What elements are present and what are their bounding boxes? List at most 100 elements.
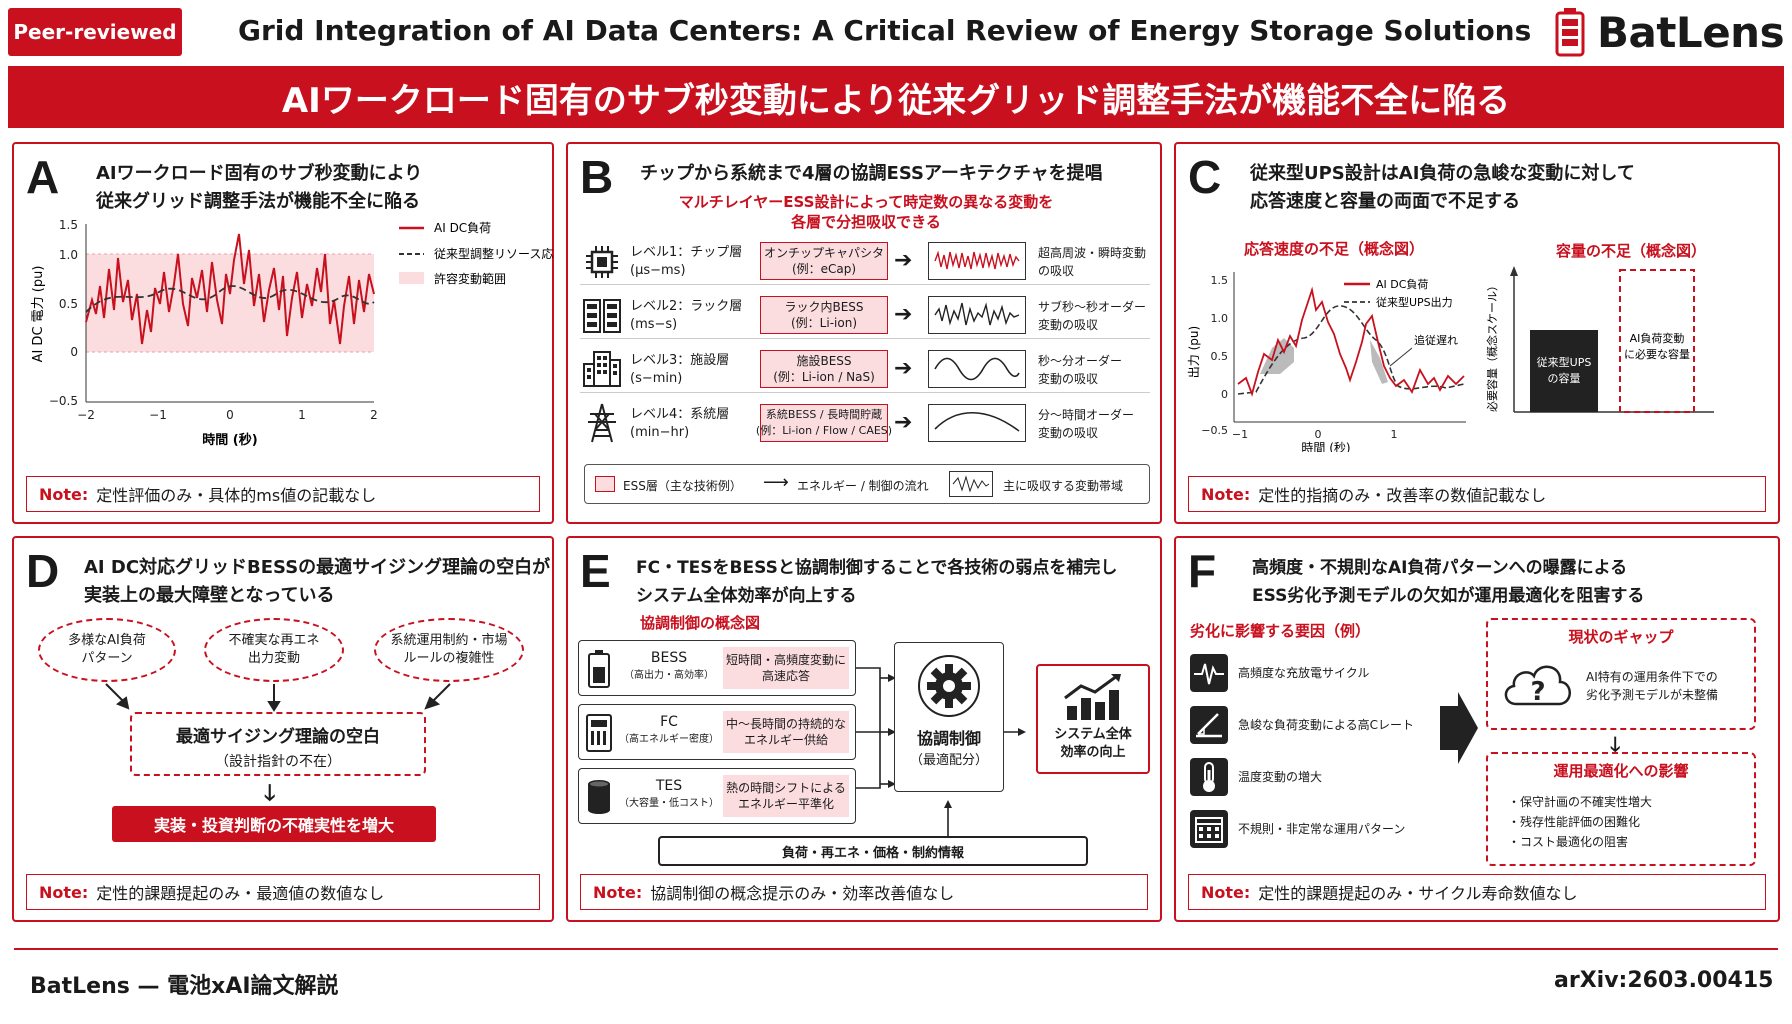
subheading: 劣化に影響する要因（例） <box>1190 622 1371 640</box>
bar-label: に必要な容量 <box>1624 347 1690 361</box>
fuel-cell-icon <box>586 714 612 752</box>
footer-divider <box>14 948 1778 950</box>
panel-title: 高頻度・不規則なAI負荷パターンへの曝露による ESS劣化予測モデルの欠如が運用最… <box>1252 558 1645 606</box>
subheading: 応答速度の不足（概念図） <box>1244 240 1425 258</box>
layer-row: レベル2：ラック層 (ms−s) ラック内BESS (例：Li-ion) ➔ サブ秒… <box>580 292 1150 338</box>
panel-label: D <box>26 545 60 597</box>
layer-desc: 変動の吸収 <box>1038 372 1099 386</box>
cause-bubble: 系統運用制約・市場 ルールの複雑性 <box>374 618 524 682</box>
layer-row: レベル1：チップ層 (μs−ms) オンチップキャパシタ (例：eCap) ➔ 超高… <box>580 238 1150 284</box>
note-box: Note: 定性的課題提起のみ・サイクル寿命数値なし <box>1188 874 1766 910</box>
panel-title: チップから系統まで4層の協調ESSアーキテクチャを提唱 <box>640 163 1103 184</box>
y-tick: 0.5 <box>1211 350 1229 363</box>
note-box: Note: 定性評価のみ・具体的ms値の記載なし <box>26 476 540 512</box>
brand-logo: BatLens <box>1555 6 1785 58</box>
battery-icon <box>1555 8 1585 57</box>
layer-range: (ms−s) <box>630 317 678 332</box>
ai-dc-load-series <box>1237 286 1465 397</box>
panel-label: B <box>580 151 614 203</box>
tech-row-tes: TES （大容量・低コスト） 熱の時間シフトによる エネルギー平準化 <box>578 768 856 824</box>
legend-item: 許容変動範囲 <box>434 271 506 286</box>
ups-output-series <box>1237 305 1465 395</box>
tech-row-fc: FC （高エネルギー密度） 中〜長時間の持続的な エネルギー供給 <box>578 704 856 760</box>
note-label: Note: <box>39 484 89 504</box>
capacity-chart: 必要容量（概念スケール） 従来型UPS の容量 AI負荷変動 に必要な容量 <box>1485 266 1714 413</box>
title-line-2: 従来グリッド調整手法が機能不全に陥る <box>96 191 420 212</box>
layer-row: レベル3：施設層 (s−min) 施設BESS (例：Li-ion / NaS) ➔… <box>580 346 1150 392</box>
subheading: 協調制御の概念図 <box>640 614 761 632</box>
layer-row: レベル4：系統層 (min−hr) 系統BESS / 長時間貯蔵 (例：Li-ion… <box>580 400 1150 446</box>
layer-desc: サブ秒〜秒オーダー <box>1038 300 1147 314</box>
thermometer-icon <box>1190 758 1228 796</box>
panel-title: FC・TESをBESSと協調制御することで各技術の弱点を補完し システム全体効率が… <box>636 558 1118 606</box>
panel-label: A <box>26 151 60 203</box>
y-axis-label: 必要容量（概念スケール） <box>1485 280 1499 412</box>
y-tick: 0 <box>70 345 78 359</box>
main-banner: AIワークロード固有のサブ秒変動により従来グリッド調整手法が機能不全に陥る <box>8 66 1784 128</box>
role-box: 中〜長時間の持続的な エネルギー供給 <box>723 711 849 753</box>
svg-text:?: ? <box>1530 677 1545 707</box>
x-tick: −2 <box>77 408 95 422</box>
required-capacity-bar <box>1619 269 1695 413</box>
x-axis-label: 時間 (秒) <box>1301 441 1350 452</box>
legend-item: 従来型調整リソース応答 <box>434 246 554 261</box>
panel-title: 従来型UPS設計はAI負荷の急峻な変動に対して 応答速度と容量の両面で不足する <box>1250 163 1635 212</box>
x-tick: 1 <box>298 408 306 422</box>
coordinated-control-box: 協調制御 （最適配分） <box>894 642 1004 792</box>
y-tick: −0.5 <box>49 394 78 408</box>
arrow-icon: 🡓 <box>264 781 276 806</box>
cloud-question-icon: ? <box>1504 665 1571 707</box>
layer-name: レベル3：施設層 <box>630 353 730 368</box>
arrow-icon: ➔ <box>894 248 913 273</box>
tech-box: オンチップキャパシタ (例：eCap) <box>760 242 888 280</box>
cause-bubble: 不確実な再エネ 出力変動 <box>204 618 344 682</box>
lag-region <box>1370 340 1388 384</box>
y-tick: 1.0 <box>59 248 78 262</box>
layer-desc: の吸収 <box>1038 264 1075 278</box>
y-axis-label: AI DC 電力 (pu) <box>31 266 46 363</box>
footer-source: BatLens — 電池xAI論文解説 <box>30 974 339 999</box>
cause-bubble: 多様なAI負荷 パターン <box>38 618 176 682</box>
x-tick: 0 <box>226 408 234 422</box>
layer-desc: 超高周波・瞬時変動 <box>1038 246 1147 260</box>
panel-label: F <box>1188 545 1217 597</box>
ai-dc-load-series <box>85 233 375 345</box>
layer-desc: 変動の吸収 <box>1038 318 1099 332</box>
layer-name: レベル1：チップ層 <box>630 245 743 260</box>
rack-icon <box>583 299 621 333</box>
legend-item: 従来型UPS出力 <box>1376 295 1453 309</box>
battery-icon <box>588 650 610 688</box>
layer-name: レベル4：系統層 <box>630 407 730 422</box>
slope-icon <box>1190 706 1228 744</box>
current-gap-box: 現状のギャップ ? AI特有の運用条件下での 劣化予測モデルが未整備 <box>1486 618 1756 730</box>
x-tick: 0 <box>1315 428 1322 441</box>
peer-reviewed-badge: Peer-reviewed <box>8 8 182 56</box>
title-line-1: AIワークロード固有のサブ秒変動により <box>96 163 423 184</box>
panel-b: B チップから系統まで4層の協調ESSアーキテクチャを提唱 マルチレイヤーESS… <box>566 142 1162 524</box>
tech-box: ラック内BESS (例：Li-ion) <box>760 296 888 334</box>
legend-item: AI DC負荷 <box>1376 278 1428 291</box>
big-arrow-icon <box>1440 692 1478 764</box>
gear-icon <box>918 655 980 717</box>
layer-name: レベル2：ラック層 <box>630 299 743 314</box>
waveform-box <box>928 242 1026 280</box>
allowable-range <box>86 254 374 352</box>
sizing-gap-box: 最適サイジング理論の空白 （設計指針の不在） <box>130 712 426 776</box>
panel-title: AIワークロード固有のサブ秒変動により 従来グリッド調整手法が機能不全に陥る <box>96 160 422 216</box>
info-box: 負荷・再エネ・価格・制約情報 <box>658 836 1088 866</box>
panel-e: E FC・TESをBESSと協調制御することで各技術の弱点を補完し システム全体効… <box>566 536 1162 922</box>
arrow-icon: ⟶ <box>763 472 789 493</box>
x-tick: −1 <box>149 408 167 422</box>
bar-label: AI負荷変動 <box>1630 331 1685 345</box>
note-box: Note: 定性的課題提起のみ・最適値の数値なし <box>26 874 540 910</box>
tech-box: 施設BESS (例：Li-ion / NaS) <box>760 350 888 388</box>
calendar-icon <box>1190 810 1228 848</box>
arxiv-id: arXiv:2603.00415 <box>1554 968 1774 993</box>
response-chart: 1.5 1.0 0.5 0 −0.5 −1 0 1 時間 (秒) 出力 (pu)… <box>1187 272 1466 452</box>
x-tick: −1 <box>1232 428 1248 441</box>
legend-item: AI DC負荷 <box>434 221 491 235</box>
system-efficiency-box: システム全体 効率の向上 <box>1036 664 1150 774</box>
factor-item: 急峻な負荷変動による高Cレート <box>1190 704 1440 746</box>
layer-desc: 分〜時間オーダー <box>1038 408 1135 422</box>
waveform-box <box>928 296 1026 334</box>
